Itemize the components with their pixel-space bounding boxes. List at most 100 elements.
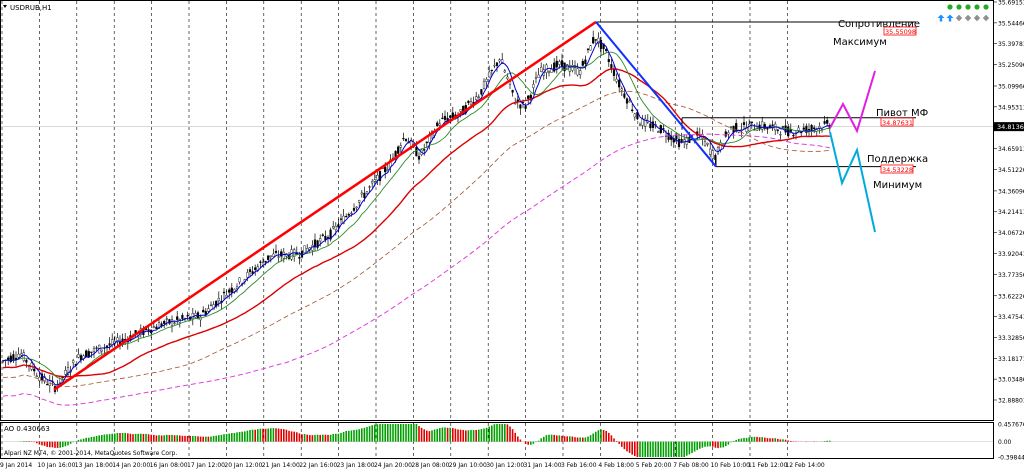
ao-tick-label: 0.457676 — [998, 422, 1024, 429]
candle-body — [714, 155, 717, 161]
candle-body — [20, 353, 23, 356]
y-tick-label: 34.65911 — [998, 146, 1024, 153]
candle-body — [415, 146, 418, 157]
candle-body — [394, 150, 397, 158]
candle-body — [482, 81, 486, 89]
candle-body — [584, 59, 587, 65]
candle-body — [680, 139, 683, 142]
candle-body — [527, 95, 530, 99]
candle-body — [711, 150, 714, 159]
candle-body — [378, 170, 382, 182]
candle-body — [703, 141, 707, 147]
candle-body — [623, 93, 626, 98]
candle-body — [316, 240, 319, 248]
resistance-label: Сопротивление — [838, 19, 920, 30]
candle-body — [12, 354, 15, 360]
candle-body — [111, 339, 114, 345]
arrow-up-icon — [937, 14, 945, 22]
candle-body — [716, 146, 720, 154]
candle-body — [176, 316, 179, 320]
pivot-label: Пивот МФ — [876, 108, 929, 119]
candle-body — [735, 123, 738, 132]
candle-body — [537, 74, 540, 78]
candle-body — [477, 96, 480, 98]
candle-body — [358, 200, 361, 203]
candle-body — [729, 126, 733, 128]
ma-long — [2, 133, 830, 406]
candle-body — [771, 124, 774, 127]
forecast-bearish — [829, 131, 876, 233]
candle-body — [337, 224, 340, 228]
dot-green-icon — [965, 4, 971, 10]
candle-body — [787, 126, 790, 137]
x-tick-label: 31 Jan 14:00 — [524, 462, 562, 469]
candle-body — [272, 253, 275, 257]
candle-body — [9, 355, 12, 362]
candle-body — [649, 123, 652, 129]
downtrend-line — [595, 21, 717, 168]
candle-body — [490, 69, 493, 72]
candle-body — [116, 337, 119, 343]
candle-body — [813, 127, 816, 129]
x-tick-label: 29 Jan 10:00 — [449, 462, 487, 469]
x-tick-label: 14 Jan 20:00 — [112, 462, 150, 469]
candle-body — [217, 298, 220, 301]
candle-body — [550, 69, 553, 73]
candle-body — [675, 135, 678, 140]
candle-body — [748, 123, 751, 132]
candle-body — [319, 238, 322, 242]
candle-body — [493, 65, 496, 67]
candle-body — [607, 59, 610, 63]
x-tick-label: 5 Feb 20:00 — [636, 462, 672, 469]
candle-body — [589, 45, 592, 51]
candle-body — [35, 375, 38, 377]
candle-body — [802, 127, 805, 130]
y-tick-label: 35.39781 — [998, 41, 1024, 48]
candle-body — [22, 352, 25, 361]
candle-body — [727, 132, 730, 135]
y-tick-label: 32.88801 — [998, 398, 1024, 405]
candle-body — [368, 186, 371, 188]
candle-body — [792, 135, 795, 137]
candle-body — [207, 308, 210, 312]
candle-body — [805, 125, 808, 133]
candle-body — [625, 98, 629, 104]
candle-body — [724, 131, 727, 137]
candle-body — [90, 351, 93, 353]
x-tick-label: 13 Jan 18:00 — [75, 462, 113, 469]
candle-body — [417, 156, 421, 160]
ma-dashed — [2, 91, 830, 387]
candle-body — [763, 124, 766, 129]
candle-body — [532, 84, 535, 88]
candle-body — [334, 225, 337, 230]
candle-body — [64, 370, 67, 375]
y-tick-label: 33.03486 — [998, 377, 1024, 384]
candle-body — [264, 260, 267, 263]
candle-body — [560, 60, 564, 67]
candle-body — [776, 129, 779, 131]
candle-body — [345, 215, 348, 218]
candle-body — [7, 357, 10, 360]
candle-body — [303, 245, 306, 253]
candle-body — [1, 360, 5, 362]
candle-body — [246, 272, 249, 278]
candle-body — [87, 351, 90, 357]
candle-body — [459, 109, 462, 112]
y-tick-label: 35.25096 — [998, 62, 1024, 69]
candle-body — [534, 77, 538, 79]
candle-body — [597, 37, 600, 44]
resistance-value-box: 35.55098 — [883, 26, 917, 36]
candle-body — [644, 118, 647, 127]
x-tick-label: 21 Jan 14:00 — [262, 462, 300, 469]
candle-body — [100, 349, 103, 352]
candle-body — [495, 62, 499, 66]
candle-body — [797, 127, 800, 132]
candle-body — [399, 145, 402, 148]
x-tick-label: 22 Jan 16:00 — [299, 462, 337, 469]
candle-body — [615, 78, 618, 82]
candle-body — [810, 124, 813, 130]
x-tick-label: 10 Jan 16:00 — [37, 462, 75, 469]
candle-body — [46, 383, 49, 386]
candle-body — [404, 138, 408, 142]
